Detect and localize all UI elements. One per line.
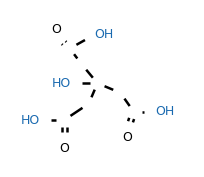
- Text: OH: OH: [94, 28, 113, 41]
- Text: O: O: [59, 142, 69, 155]
- Text: OH: OH: [155, 105, 174, 118]
- Text: O: O: [51, 22, 61, 36]
- Text: O: O: [123, 131, 132, 144]
- Text: HO: HO: [20, 114, 40, 127]
- Text: HO: HO: [51, 77, 71, 90]
